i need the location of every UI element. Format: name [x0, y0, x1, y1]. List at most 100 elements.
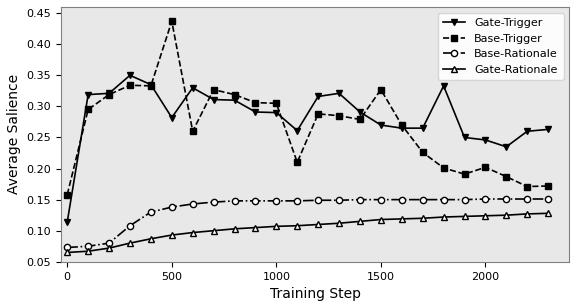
Base-Trigger	[273, 101, 280, 105]
Base-Trigger	[503, 175, 510, 178]
Gate-Trigger	[314, 95, 321, 98]
Base-Trigger	[357, 118, 363, 121]
Base-Rationale	[64, 246, 71, 249]
Base-Rationale	[273, 199, 280, 203]
Base-Trigger	[524, 185, 530, 188]
Gate-Trigger	[190, 86, 196, 90]
Gate-Trigger	[210, 98, 217, 101]
Base-Rationale	[85, 244, 92, 248]
Gate-Trigger	[399, 126, 406, 130]
Base-Rationale	[168, 205, 175, 209]
Base-Trigger	[190, 129, 196, 133]
Base-Trigger	[127, 83, 134, 87]
Base-Trigger	[231, 93, 238, 96]
Line: Base-Rationale: Base-Rationale	[64, 196, 551, 251]
Base-Trigger	[294, 160, 301, 164]
Legend: Gate-Trigger, Base-Trigger, Base-Rationale, Gate-Rationale: Gate-Trigger, Base-Trigger, Base-Rationa…	[438, 13, 563, 80]
Base-Rationale	[482, 197, 489, 201]
Gate-Rationale	[399, 217, 406, 221]
Base-Trigger	[105, 93, 112, 96]
Base-Rationale	[147, 210, 154, 214]
Base-Trigger	[314, 112, 321, 116]
Gate-Rationale	[524, 212, 530, 216]
Gate-Rationale	[503, 213, 510, 217]
Gate-Rationale	[252, 226, 259, 229]
Gate-Rationale	[85, 249, 92, 253]
Base-Trigger	[377, 88, 384, 91]
Gate-Trigger	[440, 84, 447, 88]
Gate-Trigger	[105, 91, 112, 95]
Base-Rationale	[105, 241, 112, 245]
X-axis label: Training Step: Training Step	[270, 287, 361, 301]
Line: Gate-Trigger: Gate-Trigger	[64, 72, 551, 225]
Gate-Trigger	[147, 83, 154, 87]
Gate-Rationale	[377, 218, 384, 221]
Base-Rationale	[399, 198, 406, 201]
Gate-Trigger	[252, 110, 259, 114]
Base-Trigger	[461, 172, 468, 176]
Gate-Rationale	[294, 224, 301, 228]
Base-Trigger	[399, 123, 406, 127]
Base-Rationale	[503, 197, 510, 201]
Gate-Trigger	[64, 220, 71, 224]
Base-Trigger	[85, 108, 92, 111]
Base-Rationale	[231, 199, 238, 203]
Gate-Rationale	[190, 231, 196, 234]
Base-Trigger	[168, 19, 175, 23]
Gate-Trigger	[357, 110, 363, 114]
Base-Rationale	[210, 200, 217, 204]
Base-Rationale	[377, 198, 384, 201]
Gate-Rationale	[147, 237, 154, 241]
Gate-Rationale	[105, 246, 112, 250]
Base-Trigger	[440, 166, 447, 170]
Gate-Trigger	[168, 116, 175, 120]
Gate-Trigger	[127, 74, 134, 77]
Base-Trigger	[64, 193, 71, 197]
Base-Trigger	[252, 101, 259, 104]
Gate-Trigger	[461, 136, 468, 139]
Line: Gate-Rationale: Gate-Rationale	[64, 210, 551, 256]
Base-Rationale	[314, 198, 321, 202]
Base-Rationale	[252, 199, 259, 203]
Gate-Rationale	[231, 227, 238, 231]
Gate-Rationale	[314, 223, 321, 226]
Gate-Trigger	[273, 111, 280, 115]
Line: Base-Trigger: Base-Trigger	[64, 18, 551, 198]
Gate-Rationale	[210, 229, 217, 233]
Base-Rationale	[127, 224, 134, 228]
Gate-Rationale	[545, 212, 552, 215]
Base-Rationale	[336, 198, 343, 202]
Base-Rationale	[294, 199, 301, 203]
Gate-Rationale	[357, 220, 363, 223]
Gate-Trigger	[377, 123, 384, 127]
Base-Trigger	[147, 84, 154, 88]
Gate-Trigger	[545, 128, 552, 131]
Gate-Rationale	[419, 217, 426, 220]
Base-Rationale	[545, 197, 552, 201]
Gate-Trigger	[294, 129, 301, 132]
Gate-Rationale	[64, 251, 71, 254]
Gate-Rationale	[482, 214, 489, 218]
Base-Trigger	[482, 165, 489, 169]
Base-Rationale	[190, 202, 196, 206]
Gate-Rationale	[461, 215, 468, 218]
Base-Trigger	[210, 88, 217, 91]
Base-Rationale	[419, 198, 426, 201]
Base-Rationale	[461, 198, 468, 201]
Gate-Trigger	[85, 93, 92, 96]
Base-Trigger	[545, 184, 552, 188]
Gate-Trigger	[231, 98, 238, 102]
Gate-Rationale	[127, 241, 134, 245]
Base-Trigger	[336, 114, 343, 118]
Gate-Rationale	[168, 233, 175, 237]
Gate-Rationale	[336, 221, 343, 225]
Base-Trigger	[419, 151, 426, 154]
Y-axis label: Average Salience: Average Salience	[7, 74, 21, 194]
Gate-Trigger	[524, 129, 530, 133]
Gate-Trigger	[482, 138, 489, 142]
Base-Rationale	[357, 198, 363, 201]
Gate-Trigger	[503, 145, 510, 149]
Gate-Trigger	[419, 126, 426, 130]
Base-Rationale	[524, 197, 530, 201]
Gate-Rationale	[440, 215, 447, 219]
